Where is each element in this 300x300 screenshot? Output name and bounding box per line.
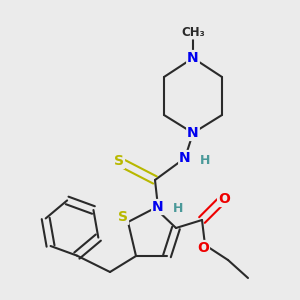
Text: N: N bbox=[179, 151, 191, 165]
Text: N: N bbox=[187, 51, 199, 65]
Text: H: H bbox=[173, 202, 183, 215]
Text: N: N bbox=[187, 126, 199, 140]
Text: S: S bbox=[118, 210, 128, 224]
Text: H: H bbox=[200, 154, 210, 166]
Text: CH₃: CH₃ bbox=[181, 26, 205, 38]
Text: N: N bbox=[152, 200, 164, 214]
Text: O: O bbox=[218, 192, 230, 206]
Text: S: S bbox=[114, 154, 124, 168]
Text: O: O bbox=[197, 241, 209, 255]
